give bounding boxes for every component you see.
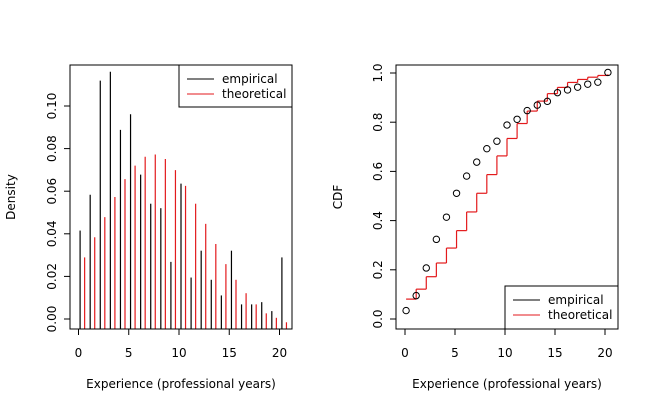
cdf-y-tick-label: 0.2 [371, 260, 385, 279]
cdf-legend-box [504, 285, 619, 330]
cdf-y-tick-label: 0.6 [371, 162, 385, 181]
cdf-panel: 0 5 10 15 20 0.0 0.2 0.4 0.6 0.8 1.0 Exp… [331, 63, 619, 391]
cdf-x-axis-title: Experience (professional years) [412, 377, 602, 391]
cdf-empirical-point [553, 88, 562, 97]
density-x-axis: 0 5 10 15 20 [75, 328, 287, 360]
density-legend-box [178, 64, 293, 108]
cdf-empirical-point [604, 68, 612, 77]
cdf-empirical-point [503, 121, 511, 129]
cdf-y-tick-label: 0.0 [371, 309, 385, 328]
density-x-tick-label: 10 [171, 346, 186, 360]
cdf-y-tick-label: 0.8 [371, 113, 385, 132]
cdf-empirical-point [402, 306, 410, 315]
cdf-empirical-point [452, 189, 461, 197]
cdf-x-tick-label: 15 [547, 346, 562, 360]
cdf-empirical-point [442, 213, 451, 221]
cdf-y-axis-title: CDF [331, 185, 345, 210]
density-bars [79, 71, 288, 329]
density-y-tick-label: 0.00 [45, 306, 59, 333]
cdf-empirical-point [594, 78, 602, 86]
cdf-empirical-point [422, 264, 430, 272]
density-panel: 0 5 10 15 20 0.00 0.02 0.04 0.06 0.08 0.… [4, 64, 293, 391]
density-y-tick-label: 0.02 [45, 263, 59, 290]
cdf-legend-label-empirical: empirical [548, 293, 604, 307]
cdf-empirical-point [412, 291, 420, 300]
density-x-axis-title: Experience (professional years) [86, 377, 276, 391]
cdf-empirical-point [513, 115, 521, 123]
cdf-x-tick-label: 5 [451, 346, 459, 360]
density-y-tick-label: 0.08 [45, 135, 59, 162]
cdf-empirical-point [493, 137, 501, 145]
density-x-tick-label: 0 [75, 346, 83, 360]
cdf-x-tick-label: 20 [597, 346, 612, 360]
cdf-empirical-point [432, 235, 441, 244]
cdf-x-tick-label: 10 [497, 346, 512, 360]
cdf-empirical-point [483, 144, 491, 153]
density-y-tick-label: 0.04 [45, 220, 59, 247]
density-legend-label-theoretical: theoretical [222, 87, 286, 101]
cdf-empirical-point [543, 97, 552, 106]
density-x-tick-label: 15 [222, 346, 237, 360]
density-y-axis: 0.00 0.02 0.04 0.06 0.08 0.10 [45, 93, 71, 333]
cdf-empirical-points [402, 68, 612, 315]
density-y-tick-label: 0.06 [45, 178, 59, 205]
density-x-tick-label: 20 [272, 346, 287, 360]
cdf-empirical-point [584, 80, 592, 88]
cdf-legend-label-theoretical: theoretical [548, 308, 612, 322]
cdf-empirical-point [533, 101, 541, 109]
density-y-tick-label: 0.10 [45, 93, 59, 120]
cdf-empirical-point [473, 158, 481, 166]
density-legend-label-empirical: empirical [222, 72, 278, 86]
cdf-legend: empirical theoretical [504, 285, 619, 330]
cdf-x-tick-label: 0 [401, 346, 409, 360]
density-x-tick-label: 5 [125, 346, 133, 360]
density-y-axis-title: Density [4, 174, 18, 220]
cdf-y-tick-label: 1.0 [371, 63, 385, 82]
cdf-empirical-point [523, 106, 531, 115]
cdf-y-tick-label: 0.4 [371, 211, 385, 230]
cdf-empirical-point [462, 172, 471, 180]
cdf-empirical-point [573, 83, 582, 91]
cdf-y-axis: 0.0 0.2 0.4 0.6 0.8 1.0 [371, 63, 397, 329]
cdf-empirical-point [563, 86, 572, 94]
density-legend: empirical theoretical [178, 64, 293, 108]
